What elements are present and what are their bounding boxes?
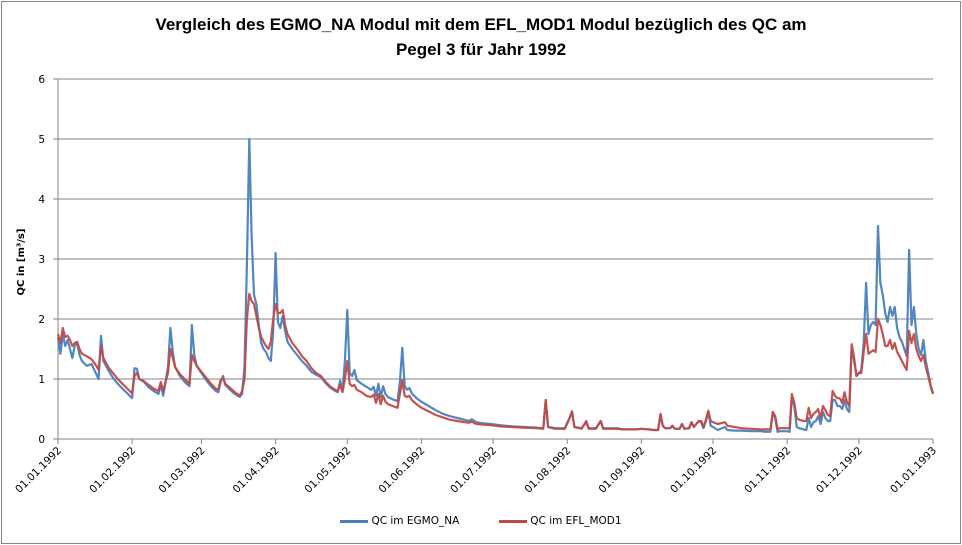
x-tick-labels: 01.01.1992 01.02.1992 01.03.1992 01.04.1992… — [13, 445, 939, 496]
y-tick-label-1: 1 — [38, 374, 45, 386]
y-tick-label-3: 3 — [38, 254, 45, 266]
chart-title-line1: Vergleich des EGMO_NA Modul mit dem EFL_… — [155, 15, 807, 34]
legend-label-egmo-na: QC im EGMO_NA — [371, 515, 460, 527]
y-tick-label-2: 2 — [38, 314, 45, 326]
legend-item-efl-mod1: QC im EFL_MOD1 — [499, 515, 622, 527]
x-tick-label-2: 01.03.1992 — [157, 445, 208, 496]
x-tick-label-11: 01.12.1992 — [814, 445, 865, 496]
y-tick-label-4: 4 — [38, 194, 45, 206]
axes — [53, 78, 934, 444]
series-line-efl-mod1 — [56, 292, 935, 432]
x-tick-label-3: 01.04.1992 — [231, 445, 282, 496]
x-tick-label-9: 01.10.1992 — [668, 445, 719, 496]
y-tick-label-5: 5 — [38, 134, 45, 146]
x-tick-label-1: 01.02.1992 — [87, 445, 138, 496]
series-line-egmo-na — [56, 137, 935, 433]
y-tick-label-0: 0 — [38, 434, 45, 446]
x-tick-label-7: 01.08.1992 — [522, 445, 573, 496]
legend: QC im EGMO_NA QC im EFL_MOD1 — [0, 515, 962, 527]
legend-line-efl-mod1 — [499, 519, 528, 523]
x-tick-label-6: 01.07.1992 — [448, 445, 499, 496]
gridlines — [58, 78, 933, 380]
y-axis-label: QC in [m³/s] — [16, 229, 27, 296]
x-tick-label-10: 01.11.1992 — [742, 445, 793, 496]
legend-label-efl-mod1: QC im EFL_MOD1 — [530, 515, 622, 527]
legend-item-egmo-na: QC im EGMO_NA — [340, 515, 459, 527]
x-tick-label-4: 01.05.1992 — [302, 445, 353, 496]
x-tick-label-5: 01.06.1992 — [377, 445, 428, 496]
chart-title: Vergleich des EGMO_NA Modul mit dem EFL_… — [0, 12, 962, 62]
legend-line-egmo-na — [340, 519, 369, 523]
x-tick-label-0: 01.01.1992 — [13, 445, 64, 496]
y-tick-labels: 0 1 2 3 4 5 6 — [38, 74, 45, 446]
series-lines — [56, 137, 935, 433]
x-tick-label-12: 01.01.1993 — [888, 445, 939, 496]
y-tick-label-6: 6 — [38, 74, 45, 86]
x-tick-label-8: 01.09.1992 — [596, 445, 647, 496]
chart-title-line2: Pegel 3 für Jahr 1992 — [395, 40, 567, 59]
